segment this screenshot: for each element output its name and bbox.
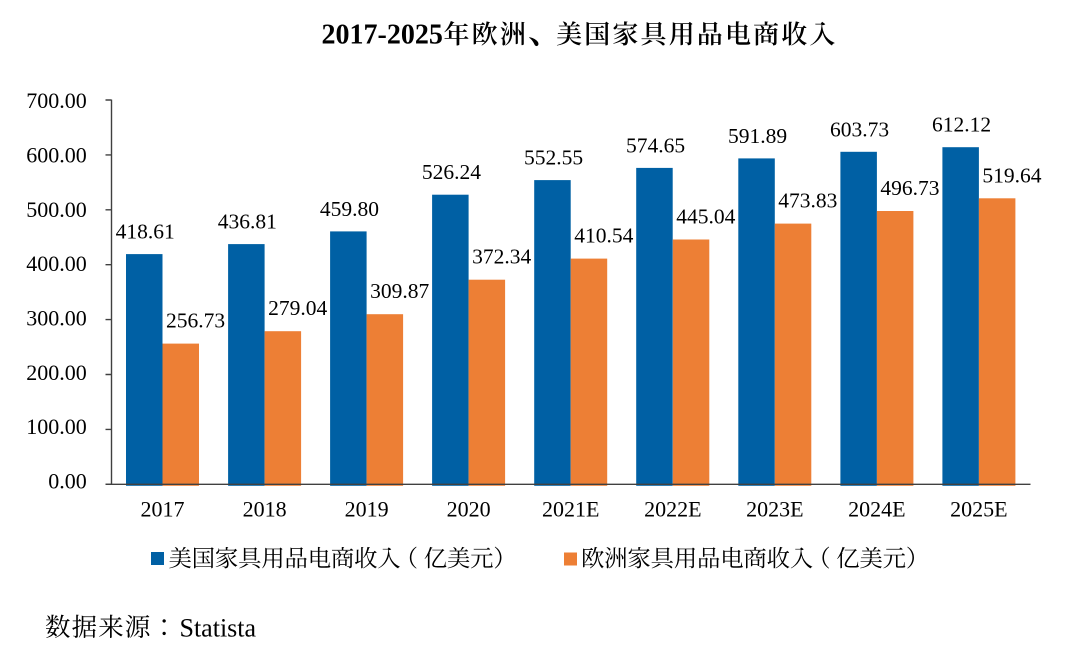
svg-text:2025E: 2025E	[950, 497, 1007, 522]
svg-text:459.80: 459.80	[320, 197, 379, 221]
svg-text:612.12: 612.12	[932, 113, 991, 137]
svg-text:309.87: 309.87	[370, 279, 429, 303]
svg-text:0.00: 0.00	[48, 468, 87, 493]
svg-text:372.34: 372.34	[472, 245, 531, 269]
svg-text:600.00: 600.00	[26, 142, 87, 167]
svg-text:279.04: 279.04	[268, 296, 327, 320]
svg-text:473.83: 473.83	[778, 189, 837, 213]
svg-text:500.00: 500.00	[26, 197, 87, 222]
svg-text:400.00: 400.00	[26, 251, 87, 276]
svg-text:2018: 2018	[243, 497, 287, 522]
svg-text:519.64: 519.64	[982, 163, 1041, 187]
svg-text:256.73: 256.73	[166, 309, 225, 333]
svg-text:526.24: 526.24	[422, 160, 481, 184]
svg-text:2019: 2019	[345, 497, 389, 522]
svg-text:Statista: Statista	[180, 614, 257, 643]
svg-text:300.00: 300.00	[26, 305, 87, 330]
svg-text:700.00: 700.00	[26, 88, 87, 113]
svg-text:496.73: 496.73	[880, 176, 939, 200]
svg-text:2024E: 2024E	[848, 497, 905, 522]
svg-text:2022E: 2022E	[644, 497, 701, 522]
svg-text:418.61: 418.61	[116, 220, 175, 244]
svg-text:2020: 2020	[447, 497, 491, 522]
svg-text:552.55: 552.55	[524, 146, 583, 170]
svg-text:2017: 2017	[141, 497, 185, 522]
svg-text:2021E: 2021E	[542, 497, 599, 522]
svg-text:445.04: 445.04	[676, 205, 735, 229]
svg-text:410.54: 410.54	[574, 224, 633, 248]
svg-text:436.81: 436.81	[218, 210, 277, 234]
svg-text:2023E: 2023E	[746, 497, 803, 522]
svg-text:603.73: 603.73	[830, 117, 889, 141]
svg-text:200.00: 200.00	[26, 360, 87, 385]
svg-text:2017-2025: 2017-2025	[322, 19, 443, 50]
svg-text:591.89: 591.89	[728, 124, 787, 148]
svg-text:100.00: 100.00	[26, 414, 87, 439]
svg-text:574.65: 574.65	[626, 133, 685, 157]
